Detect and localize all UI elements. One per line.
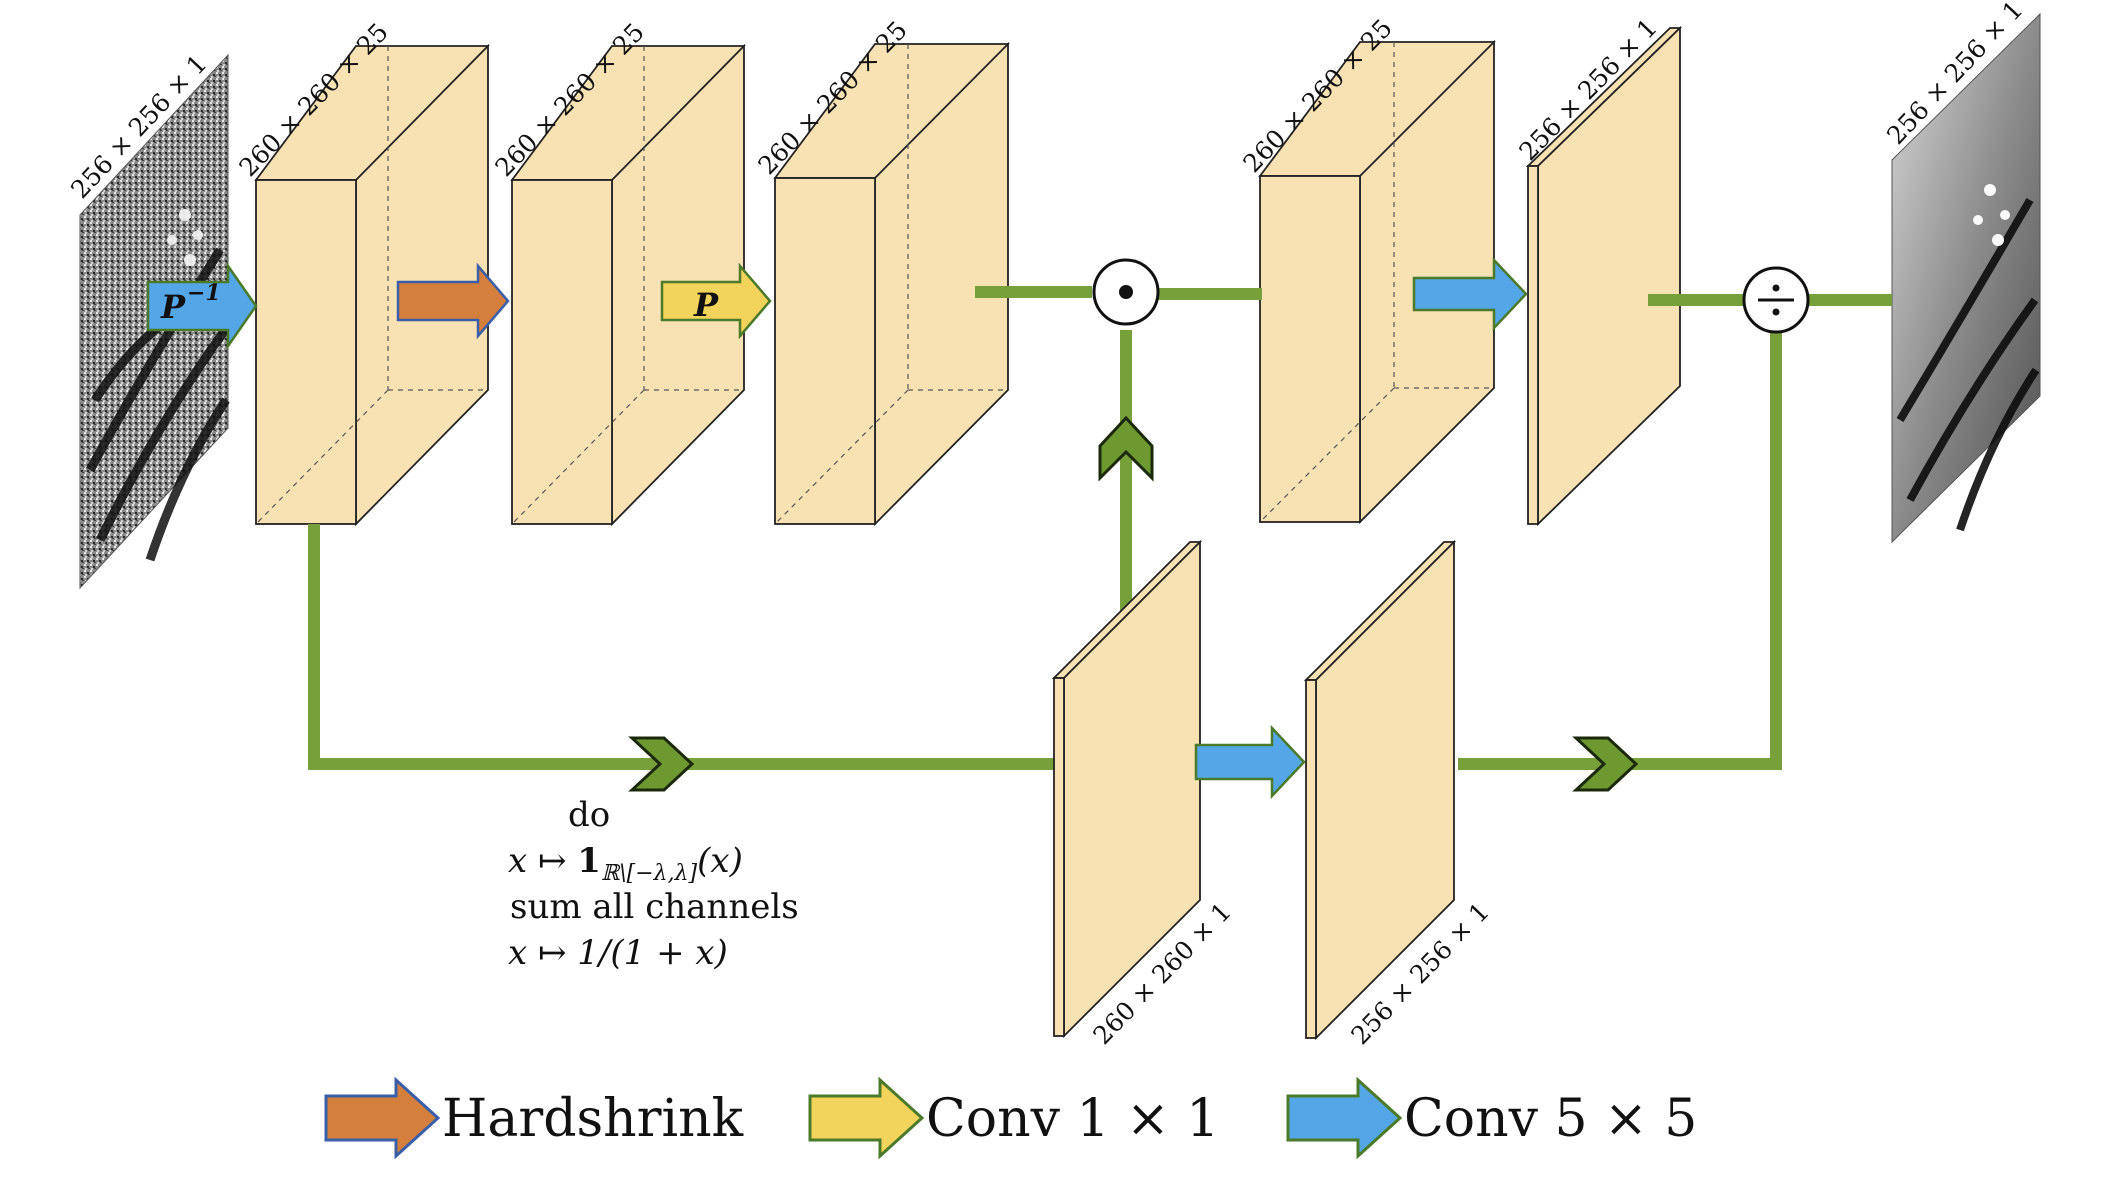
conv1x1-arrow: P [660,262,772,340]
conv1x1-legend-icon [808,1076,925,1160]
inverse-transform-symbol: P [160,288,186,326]
note-line-do: do [568,795,610,835]
legend-hardshrink: Hardshrink [324,1076,744,1160]
inverse-transform-arrow: P −1 [146,262,258,350]
transform-symbol: P [693,286,719,324]
hardshrink-legend-icon [324,1076,441,1160]
note-line-sum: sum all channels [510,887,799,927]
dot-icon [1119,285,1133,299]
legend-conv1x1-label: Conv 1 × 1 [926,1089,1219,1149]
block-3 [773,41,1010,527]
block-5 [1525,25,1683,527]
conv5x5-arrow-bottom [1194,724,1306,800]
chevron-right-icon [628,736,695,792]
legend: Hardshrink Conv 1 × 1 Conv 5 × 5 [324,1076,1697,1160]
path-block1-to-branch [308,524,1060,770]
hardshrink-arrow [396,262,510,340]
conv5x5-arrow-top [1412,256,1528,332]
branch-note: do x ↦ 1ℝ\[−λ,λ](x) sum all channels x ↦… [508,795,799,973]
output-image [1891,12,2041,544]
legend-conv5x5-label: Conv 5 × 5 [1404,1089,1697,1149]
legend-conv5x5: Conv 5 × 5 [1286,1076,1697,1160]
multiply-operator [1092,258,1160,326]
chevron-right-icon [1572,736,1639,792]
note-line-reciprocal: x ↦ 1/(1 + x) [508,933,728,973]
conv5x5-legend-icon [1286,1076,1403,1160]
legend-hardshrink-label: Hardshrink [442,1089,744,1149]
chevron-up-icon [1098,415,1154,482]
block-7 [1303,539,1457,1041]
inverse-exponent: −1 [187,280,221,306]
block-1 [254,43,490,527]
block-6 [1051,539,1203,1039]
note-line-indicator: x ↦ 1ℝ\[−λ,λ](x) [508,841,743,886]
legend-conv1x1: Conv 1 × 1 [808,1076,1219,1160]
divide-operator [1742,266,1810,334]
